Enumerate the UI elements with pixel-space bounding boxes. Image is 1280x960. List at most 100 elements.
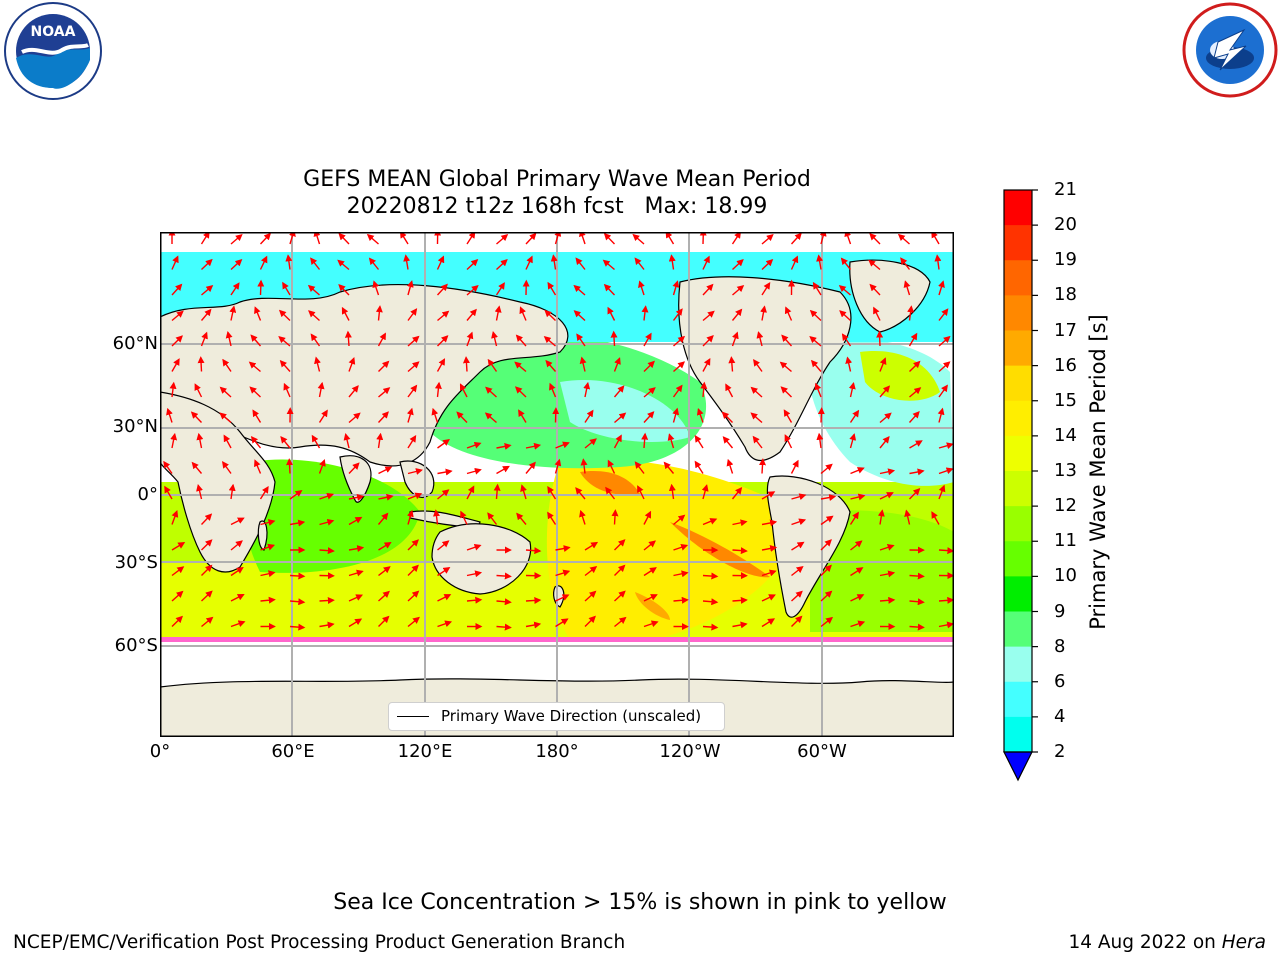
wave-direction-arrow bbox=[225, 330, 233, 347]
wave-direction-arrow bbox=[820, 616, 834, 628]
wave-direction-arrow bbox=[938, 308, 949, 321]
wave-direction-arrow bbox=[222, 358, 232, 372]
wave-direction-arrow bbox=[171, 510, 179, 525]
wave-direction-arrow bbox=[544, 309, 556, 322]
wave-direction-arrow bbox=[938, 442, 954, 450]
wave-direction-arrow bbox=[378, 466, 393, 475]
wave-direction-arrow bbox=[908, 332, 918, 347]
colorbar-swatch bbox=[1004, 435, 1032, 472]
wave-direction-arrow bbox=[378, 387, 391, 398]
wave-direction-arrow bbox=[584, 409, 594, 423]
wave-direction-arrow bbox=[496, 442, 512, 450]
wave-direction-arrow bbox=[376, 432, 384, 449]
wave-direction-arrow bbox=[260, 543, 276, 551]
wave-direction-arrow bbox=[760, 305, 767, 321]
wave-direction-arrow bbox=[605, 486, 616, 500]
wave-direction-arrow bbox=[289, 572, 306, 580]
primary-wave-direction-arrows bbox=[163, 232, 954, 631]
wave-direction-arrow bbox=[437, 468, 453, 476]
noaa-logo: NOAA bbox=[2, 0, 102, 105]
wave-direction-arrow bbox=[279, 359, 291, 372]
wave-direction-arrow bbox=[814, 382, 822, 398]
wave-direction-arrow bbox=[289, 623, 306, 631]
wave-direction-arrow bbox=[761, 618, 776, 628]
nws-logo bbox=[1180, 0, 1280, 100]
wave-direction-arrow bbox=[702, 335, 714, 347]
wave-direction-arrow bbox=[254, 306, 262, 321]
wave-direction-arrow bbox=[732, 596, 748, 604]
wave-direction-arrow bbox=[407, 308, 418, 321]
wave-direction-arrow bbox=[525, 232, 537, 245]
colorbar-tick-label: 14 bbox=[1054, 424, 1077, 446]
wave-direction-arrow bbox=[259, 255, 268, 270]
wave-direction-arrow bbox=[781, 334, 793, 347]
wave-direction-arrow bbox=[319, 547, 335, 555]
wave-direction-arrow bbox=[849, 511, 859, 525]
wave-direction-arrow bbox=[310, 257, 321, 270]
wave-direction-arrow bbox=[230, 233, 243, 245]
wave-direction-arrow bbox=[518, 409, 527, 423]
wave-direction-arrow bbox=[407, 492, 423, 500]
wave-direction-arrow bbox=[812, 281, 822, 296]
wave-direction-arrow bbox=[318, 459, 326, 474]
wave-direction-arrow bbox=[282, 281, 291, 296]
colorbar-tick-label: 21 bbox=[1054, 179, 1077, 200]
wave-direction-arrow bbox=[348, 594, 364, 602]
wave-direction-arrow bbox=[668, 254, 676, 270]
wave-direction-arrow bbox=[732, 621, 748, 629]
wave-direction-arrow bbox=[909, 387, 922, 398]
wave-direction-arrow bbox=[879, 492, 894, 500]
colorbar-swatch bbox=[1004, 295, 1032, 331]
wave-direction-arrow bbox=[938, 280, 945, 296]
wave-period-map bbox=[160, 232, 954, 737]
wave-direction-arrow bbox=[219, 386, 232, 398]
wave-direction-arrow bbox=[230, 517, 245, 526]
wave-direction-arrow bbox=[780, 386, 792, 398]
lat-tick-30s: 30°S bbox=[114, 552, 158, 573]
wave-direction-arrow bbox=[278, 309, 291, 322]
wave-direction-arrow bbox=[643, 411, 655, 423]
colorbar-label: Primary Wave Mean Period [s] bbox=[1086, 314, 1110, 630]
lat-tick-equator: 0° bbox=[137, 484, 158, 505]
wave-direction-arrow bbox=[938, 467, 954, 475]
wave-direction-arrow bbox=[545, 359, 557, 372]
legend-label: Primary Wave Direction (unscaled) bbox=[441, 707, 702, 725]
wave-direction-arrow bbox=[260, 596, 276, 604]
wave-direction-arrow bbox=[249, 386, 261, 398]
wave-direction-arrow bbox=[643, 360, 655, 372]
wave-direction-arrow bbox=[317, 381, 325, 398]
wave-direction-arrow bbox=[525, 547, 542, 555]
wave-direction-arrow bbox=[219, 412, 232, 424]
wave-direction-arrow bbox=[496, 259, 508, 271]
wave-direction-arrow bbox=[201, 564, 213, 576]
wave-direction-arrow bbox=[319, 621, 335, 629]
wave-direction-arrow bbox=[820, 590, 833, 602]
wave-direction-arrow bbox=[437, 310, 450, 322]
map-legend: Primary Wave Direction (unscaled) bbox=[388, 702, 725, 731]
colorbar-tick-label: 6 bbox=[1054, 670, 1066, 692]
wave-direction-arrow bbox=[931, 511, 940, 525]
wave-direction-arrow bbox=[673, 361, 685, 373]
wave-direction-arrow bbox=[840, 257, 852, 270]
wave-direction-arrow bbox=[348, 357, 356, 372]
wave-direction-arrow bbox=[869, 232, 881, 245]
wave-direction-arrow bbox=[731, 487, 743, 500]
wave-direction-arrow bbox=[750, 412, 763, 424]
wave-direction-arrow bbox=[696, 407, 704, 423]
colorbar-swatch bbox=[1004, 716, 1032, 753]
wave-direction-arrow bbox=[791, 493, 807, 501]
wave-direction-arrow bbox=[672, 308, 683, 321]
wave-direction-arrow bbox=[555, 545, 571, 552]
wave-direction-arrow bbox=[289, 489, 303, 500]
wave-direction-arrow bbox=[810, 359, 822, 372]
wave-direction-arrow bbox=[484, 412, 497, 424]
footer-host: Hera bbox=[1221, 932, 1266, 953]
wave-direction-arrow bbox=[348, 569, 364, 577]
wave-direction-arrow bbox=[845, 356, 853, 372]
wave-direction-arrow bbox=[897, 233, 910, 245]
wave-direction-arrow bbox=[634, 257, 645, 270]
wave-direction-arrow bbox=[196, 484, 203, 500]
wave-direction-arrow bbox=[643, 594, 658, 602]
colorbar-swatch bbox=[1004, 400, 1032, 437]
wave-direction-arrow bbox=[171, 255, 179, 270]
